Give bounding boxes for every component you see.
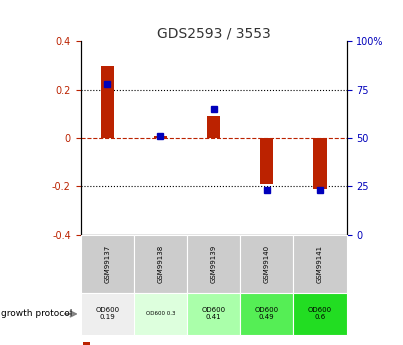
Text: GSM99137: GSM99137: [104, 245, 110, 283]
Bar: [293, 235, 347, 293]
Bar: [154, 136, 167, 138]
Text: growth protocol: growth protocol: [1, 309, 73, 318]
Bar: [240, 235, 293, 293]
Bar: [81, 235, 134, 293]
Text: OD600
0.49: OD600 0.49: [255, 307, 279, 321]
Bar: [293, 293, 347, 335]
Text: GSM99140: GSM99140: [264, 245, 270, 283]
Bar: [187, 293, 240, 335]
Bar: [101, 66, 114, 138]
Bar: [134, 293, 187, 335]
Text: GSM99141: GSM99141: [317, 245, 323, 283]
Bar: [83, 342, 90, 345]
Text: GSM99139: GSM99139: [211, 245, 216, 283]
Text: OD600 0.3: OD600 0.3: [145, 312, 175, 316]
Bar: [314, 138, 326, 189]
Bar: [207, 116, 220, 138]
Text: OD600
0.41: OD600 0.41: [202, 307, 226, 321]
Bar: [260, 138, 273, 184]
Bar: [134, 235, 187, 293]
Text: OD600
0.19: OD600 0.19: [95, 307, 119, 321]
Text: OD600
0.6: OD600 0.6: [308, 307, 332, 321]
Bar: [240, 293, 293, 335]
Bar: [81, 293, 134, 335]
Bar: [187, 235, 240, 293]
Text: GSM99138: GSM99138: [158, 245, 163, 283]
Title: GDS2593 / 3553: GDS2593 / 3553: [157, 26, 270, 40]
